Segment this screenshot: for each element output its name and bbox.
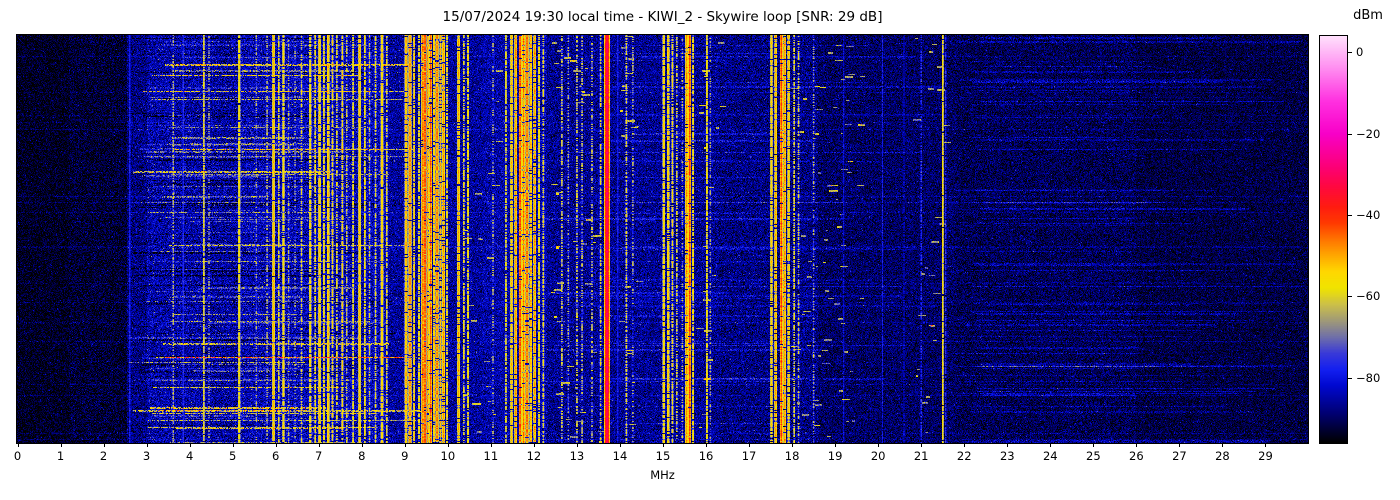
x-tick-label: 1 (56, 449, 65, 463)
x-tick-label: 23 (999, 449, 1015, 463)
x-tick (146, 443, 148, 447)
x-tick (17, 443, 19, 447)
x-tick-label: 11 (483, 449, 499, 463)
chart-title: 15/07/2024 19:30 local time - KIWI_2 - S… (442, 9, 883, 25)
colorbar-tick (1348, 52, 1352, 54)
colorbar-tick-label: −80 (1356, 370, 1381, 385)
x-tick-label: 15 (655, 449, 671, 463)
colorbar-tick (1348, 377, 1352, 379)
x-tick-label: 12 (526, 449, 542, 463)
x-tick (1265, 443, 1267, 447)
x-tick-label: 0 (13, 449, 22, 463)
x-tick (576, 443, 578, 447)
x-tick (232, 443, 234, 447)
x-tick (1050, 443, 1052, 447)
x-tick (447, 443, 449, 447)
x-tick-label: 16 (698, 449, 714, 463)
x-tick-label: 20 (870, 449, 886, 463)
x-tick (490, 443, 492, 447)
x-tick (749, 443, 751, 447)
x-tick (318, 443, 320, 447)
x-tick-label: 7 (315, 449, 323, 463)
x-tick (1136, 443, 1138, 447)
x-axis-label: MHz (650, 468, 675, 482)
colorbar-tick (1348, 133, 1352, 135)
colorbar (1319, 35, 1348, 444)
colorbar-tick-label: −20 (1356, 126, 1381, 141)
x-tick (792, 443, 794, 447)
x-tick (921, 443, 923, 447)
x-tick (533, 443, 535, 447)
x-tick (404, 443, 406, 447)
x-tick-label: 5 (228, 449, 237, 463)
x-tick-label: 8 (358, 449, 366, 463)
x-tick-label: 4 (185, 449, 194, 463)
colorbar-tick (1348, 296, 1352, 298)
colorbar-tick-label: −60 (1356, 289, 1381, 304)
x-tick-label: 19 (827, 449, 843, 463)
colorbar-label: dBm (1353, 8, 1383, 23)
x-tick (663, 443, 664, 447)
x-tick (835, 443, 837, 447)
x-tick-label: 13 (569, 449, 585, 463)
x-tick (706, 443, 708, 447)
x-tick-label: 27 (1172, 449, 1187, 463)
colorbar-tick-label: −40 (1356, 208, 1381, 223)
x-tick-label: 3 (142, 449, 151, 463)
x-tick-label: 6 (272, 449, 280, 463)
x-tick-label: 21 (913, 449, 929, 463)
x-tick (1007, 443, 1009, 447)
x-tick (1093, 443, 1095, 447)
x-tick-label: 2 (99, 449, 108, 463)
x-tick (189, 443, 191, 447)
x-tick (619, 443, 621, 447)
x-tick (361, 443, 363, 447)
x-tick (1179, 443, 1181, 447)
x-tick-label: 25 (1086, 449, 1101, 463)
x-tick-label: 18 (784, 449, 800, 463)
x-tick (1222, 443, 1224, 447)
x-tick (60, 443, 62, 447)
x-tick-label: 22 (956, 449, 972, 463)
x-tick-label: 9 (401, 449, 409, 463)
x-tick (964, 443, 966, 447)
x-tick-label: 26 (1129, 449, 1144, 463)
x-tick-label: 28 (1215, 449, 1230, 463)
x-tick-label: 24 (1042, 449, 1058, 463)
x-tick-label: 14 (612, 449, 628, 463)
x-tick-label: 10 (440, 449, 456, 463)
x-tick-label: 17 (741, 449, 757, 463)
x-tick (103, 443, 105, 447)
x-tick-label: 29 (1258, 449, 1273, 463)
waterfall-heatmap (16, 34, 1309, 444)
x-tick (275, 443, 277, 447)
x-tick (878, 443, 880, 447)
colorbar-tick (1348, 215, 1352, 217)
colorbar-tick-label: 0 (1356, 45, 1364, 60)
